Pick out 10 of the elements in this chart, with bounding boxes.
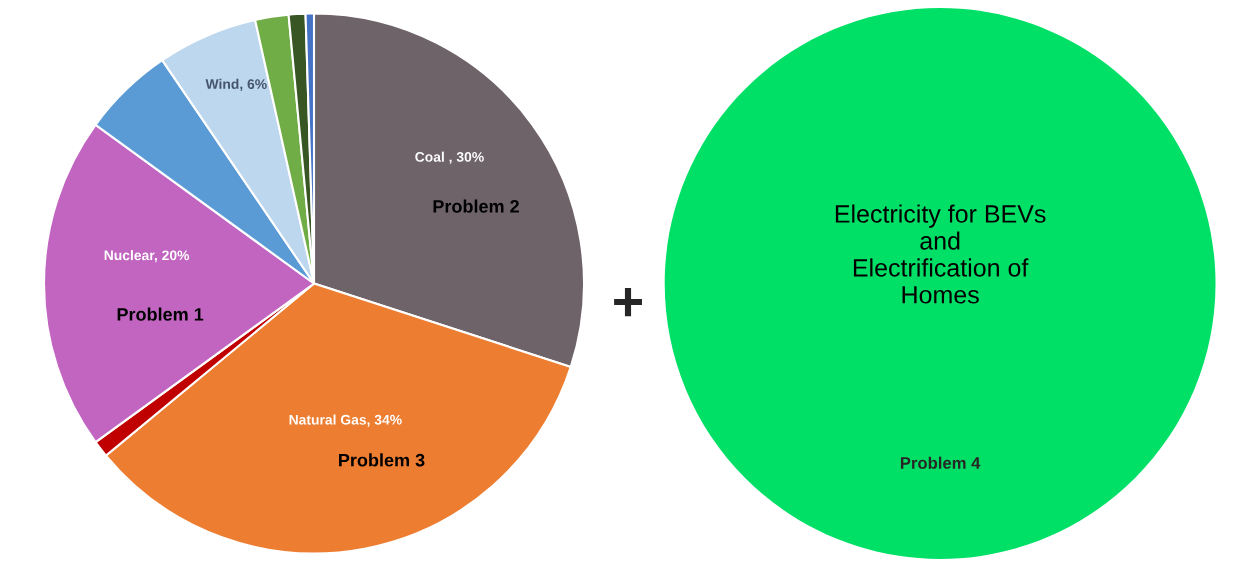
text: Problem 4 — [900, 456, 981, 469]
text: + — [614, 287, 642, 317]
text: Problem 1 — [117, 307, 204, 321]
slice-label: Coal , 30% — [415, 151, 484, 164]
text: Problem 3 — [339, 453, 425, 467]
slice-label: Wind, 6% — [205, 78, 267, 92]
text: Electricity for BEVs and Electrification of Homes — [835, 204, 1046, 304]
slice-label: Natural Gas, 34% — [289, 414, 402, 427]
text: Problem 2 — [433, 199, 519, 213]
slice-label: Nuclear, 20% — [104, 250, 190, 263]
